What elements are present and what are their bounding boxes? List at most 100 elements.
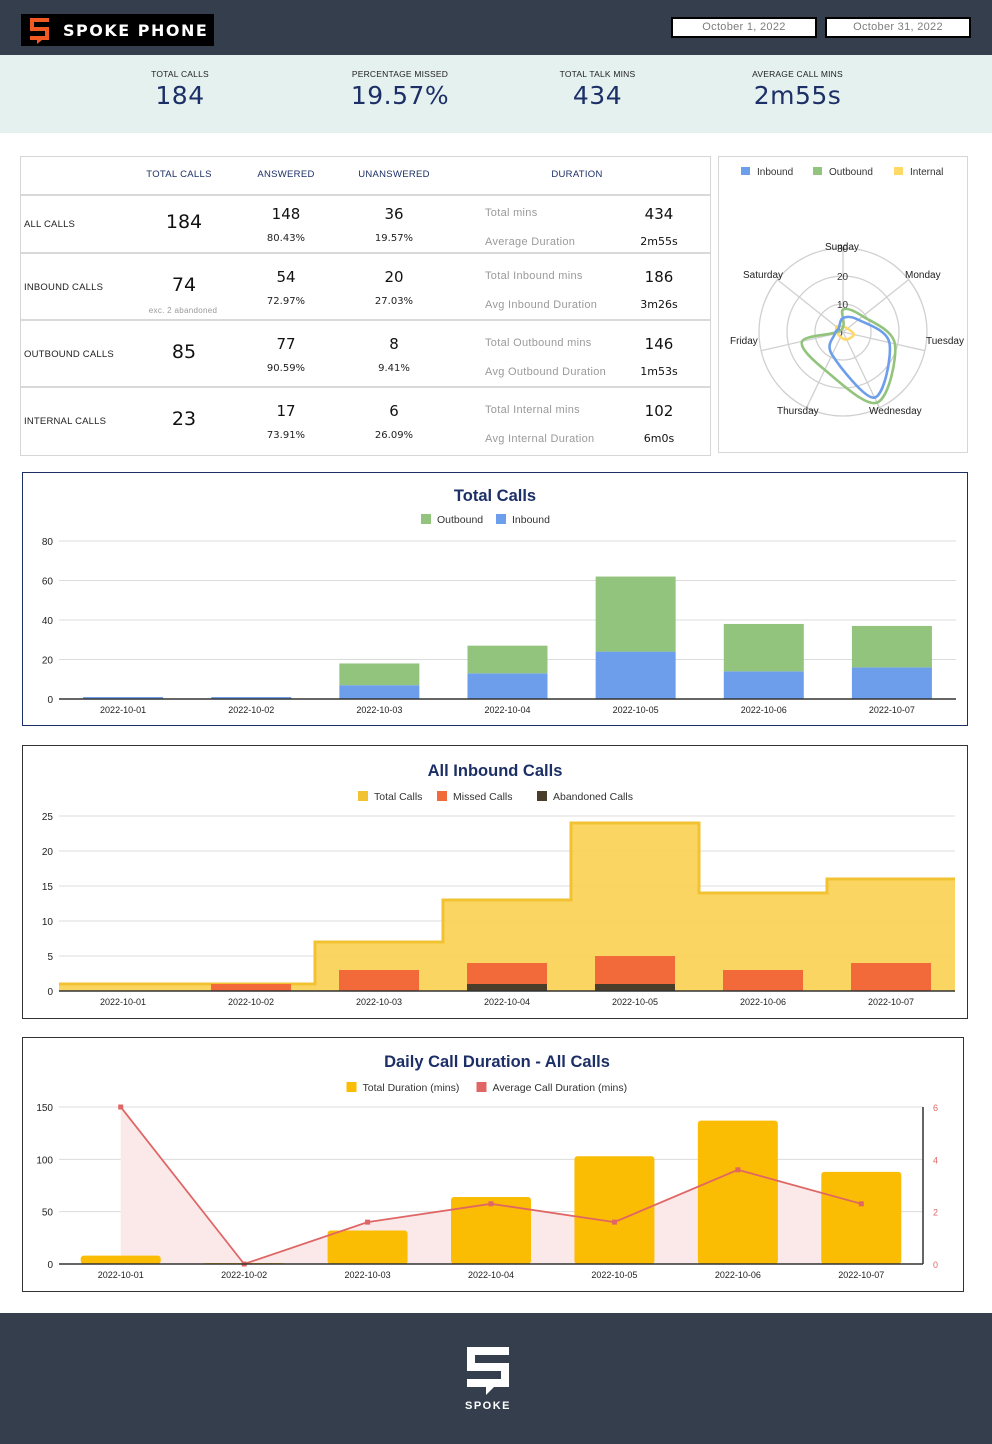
y2-tick-label: 2 [933, 1208, 938, 1218]
table-row: OUTBOUND CALLS 85 77 90.59% 8 9.41% Total Outb… [21, 321, 710, 388]
row-unanswered: 36 [384, 205, 404, 223]
kpi-value: 434 [572, 81, 623, 110]
kpi-value: 2m55s [753, 81, 842, 110]
y2-tick-label: 6 [933, 1103, 938, 1113]
radar-category-label: Monday [905, 270, 941, 281]
legend-label: Total Calls [374, 791, 422, 803]
point-average-duration [365, 1219, 371, 1225]
bar-inbound [83, 697, 164, 699]
bar-total-duration [821, 1171, 902, 1264]
y-tick-label: 40 [42, 616, 54, 627]
x-tick-label: 2022-10-05 [612, 997, 658, 1007]
row-answered-pct: 90.59% [266, 362, 306, 374]
row-mins-label: Total Inbound mins [485, 269, 583, 282]
row-unanswered-pct: 19.57% [374, 233, 414, 244]
y-tick-label: 25 [42, 812, 54, 823]
radar-spoke [842, 279, 910, 333]
x-tick-label: 2022-10-02 [228, 997, 274, 1007]
x-tick-label: 2022-10-07 [868, 997, 914, 1007]
legend-label: Inbound [757, 167, 793, 178]
kpi-label: AVERAGE CALL MINS [752, 69, 843, 79]
y-tick-label: 100 [36, 1155, 53, 1166]
point-average-duration [735, 1167, 741, 1173]
kpi-total-calls: TOTAL CALLS 184 [130, 69, 230, 110]
spoke-footer-logo-icon [467, 1347, 509, 1395]
inbound-calls-chart-panel: All Inbound Calls Total Calls Missed Calls… [22, 745, 968, 1019]
row-unanswered-pct: 27.03% [374, 295, 414, 307]
radar-category-label: Wednesday [869, 406, 922, 417]
end-date-field[interactable]: October 31, 2022 [825, 17, 971, 38]
y-tick-label: 20 [42, 656, 54, 667]
legend-swatch [741, 167, 750, 175]
bar-inbound [211, 697, 292, 699]
row-avg-label: Avg Internal Duration [485, 432, 595, 445]
row-unanswered: 20 [384, 267, 404, 286]
legend-label: Inbound [512, 514, 550, 526]
row-total-calls: 85 [171, 340, 197, 363]
row-total-calls: 23 [171, 407, 197, 430]
x-tick-label: 2022-10-01 [100, 997, 146, 1007]
point-average-duration [488, 1201, 494, 1207]
radar-category-label: Friday [730, 336, 758, 347]
row-mins-label: Total Outbound mins [485, 336, 592, 349]
legend-swatch [437, 791, 447, 801]
bar-inbound [723, 671, 804, 699]
kpi-value: 184 [155, 81, 205, 110]
row-unanswered: 8 [389, 334, 399, 353]
daily-duration-chart: Daily Call Duration - All Calls Total Dur… [36, 1053, 938, 1280]
area-average-duration [120, 1107, 862, 1264]
radar-spoke [842, 331, 881, 408]
x-tick-label: 2022-10-04 [484, 997, 530, 1007]
radar-tick-label: 10 [837, 300, 849, 311]
row-unanswered: 6 [389, 401, 399, 420]
start-date-field[interactable]: October 1, 2022 [671, 17, 817, 38]
legend-swatch [496, 514, 506, 524]
header-total-calls: TOTAL CALLS [146, 169, 212, 180]
bar-missed-calls [851, 963, 931, 991]
x-tick-label: 2022-10-06 [741, 705, 787, 715]
radar-spoke [776, 279, 844, 333]
bar-total-duration [451, 1197, 531, 1264]
x-tick-label: 2022-10-07 [838, 1270, 884, 1280]
header-answered: ANSWERED [257, 169, 315, 180]
radar-tick-label: 20 [837, 272, 849, 283]
row-label: INBOUND CALLS [24, 281, 104, 293]
bar-total-duration [327, 1230, 408, 1264]
row-mins: 434 [644, 205, 674, 223]
row-answered: 77 [276, 334, 296, 353]
bar-total-duration [697, 1120, 778, 1264]
x-tick-label: 2022-10-01 [98, 1270, 144, 1280]
x-tick-label: 2022-10-04 [484, 705, 530, 715]
point-average-duration [611, 1219, 617, 1225]
row-avg: 1m53s [640, 364, 678, 378]
point-average-duration [858, 1201, 864, 1207]
legend-swatch [894, 167, 903, 175]
row-mins-label: Total mins [485, 207, 538, 219]
daily-duration-chart-panel: Daily Call Duration - All Calls Total Dur… [22, 1037, 964, 1292]
row-unanswered-pct: 9.41% [378, 362, 410, 374]
radar-series-internal [834, 324, 856, 341]
row-mins: 102 [644, 401, 674, 420]
y-tick-label: 0 [47, 695, 53, 706]
area-total-calls [59, 823, 955, 991]
radar-tick-label: 30 [837, 244, 849, 255]
header-unanswered: UNANSWERED [358, 169, 430, 180]
header-bar: SPOKE PHONE October 1, 2022 October 31, … [0, 0, 992, 55]
y-tick-label: 60 [42, 577, 54, 588]
bar-abandoned-calls [595, 984, 675, 991]
row-answered-pct: 73.91% [266, 429, 306, 441]
y-tick-label: 20 [42, 847, 54, 858]
row-avg: 2m55s [640, 235, 678, 248]
bar-total-duration [80, 1255, 161, 1264]
x-tick-label: 2022-10-03 [345, 1270, 391, 1280]
bar-outbound [339, 663, 420, 686]
kpi-value: 19.57% [350, 81, 450, 110]
legend-label: Abandoned Calls [553, 791, 633, 803]
x-tick-label: 2022-10-04 [468, 1270, 514, 1280]
row-answered: 17 [276, 401, 296, 420]
total-calls-chart-panel: Total Calls Outbound Inbound 0 20 40 60 80 2022-… [22, 472, 968, 726]
row-total-calls: 74 [171, 273, 197, 296]
table-header-row: TOTAL CALLS ANSWERED UNANSWERED DURATION [21, 157, 710, 196]
y-tick-label: 50 [42, 1208, 54, 1219]
